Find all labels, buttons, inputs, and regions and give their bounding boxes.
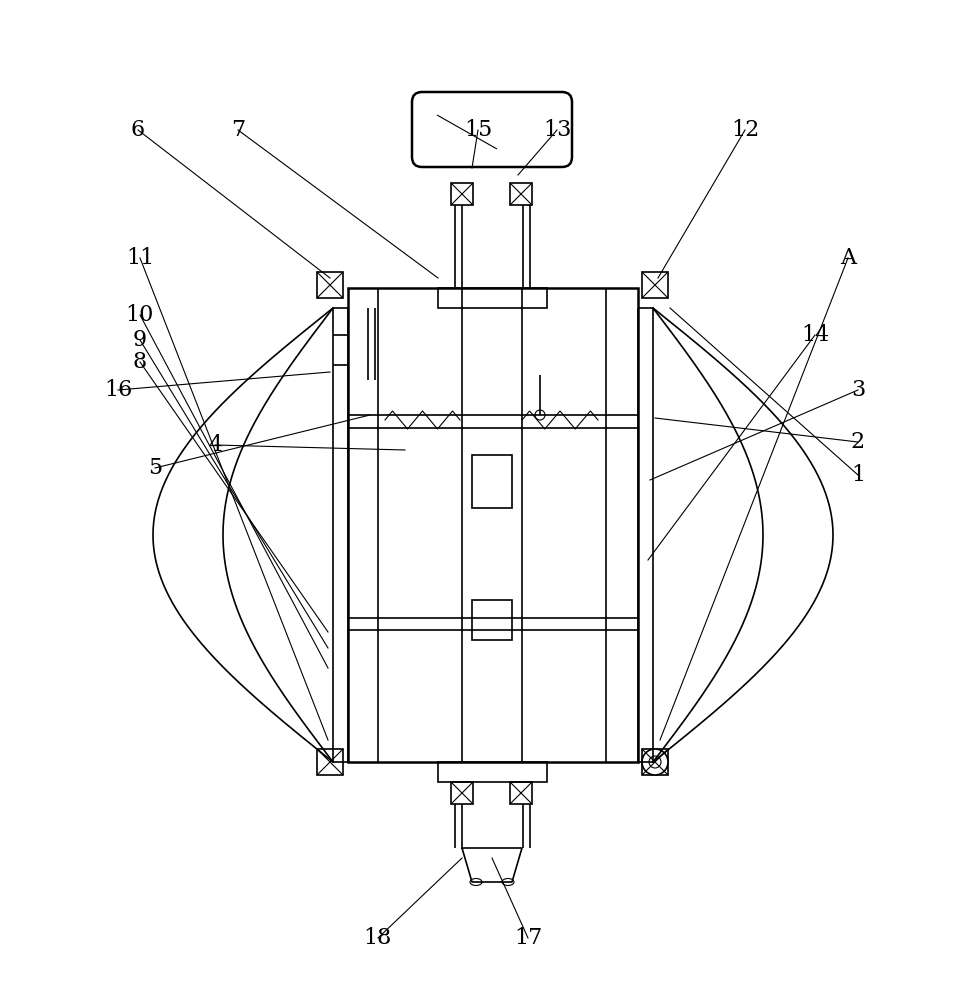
Bar: [438, 762, 547, 782]
Bar: [438, 288, 547, 308]
Text: 18: 18: [363, 927, 392, 949]
Text: 4: 4: [208, 434, 222, 456]
Bar: [317, 749, 343, 775]
Text: 12: 12: [731, 119, 759, 141]
Bar: [642, 749, 668, 775]
Text: 13: 13: [543, 119, 572, 141]
Bar: [510, 782, 532, 804]
Bar: [451, 782, 473, 804]
Bar: [317, 272, 343, 298]
Ellipse shape: [470, 879, 482, 886]
Text: 3: 3: [851, 379, 865, 401]
Bar: [472, 600, 512, 640]
Text: 5: 5: [148, 457, 162, 479]
Bar: [348, 288, 638, 762]
FancyBboxPatch shape: [412, 92, 572, 167]
Circle shape: [649, 756, 661, 768]
Text: 1: 1: [851, 464, 865, 486]
Polygon shape: [462, 848, 522, 882]
Text: 17: 17: [514, 927, 542, 949]
Bar: [472, 455, 512, 508]
Text: A: A: [840, 247, 856, 269]
Bar: [510, 183, 532, 205]
Bar: [451, 183, 473, 205]
Text: 14: 14: [801, 324, 829, 346]
Bar: [642, 272, 668, 298]
Circle shape: [642, 749, 668, 775]
Text: 16: 16: [104, 379, 132, 401]
Text: 11: 11: [126, 247, 154, 269]
Text: 10: 10: [126, 304, 154, 326]
Text: 6: 6: [131, 119, 145, 141]
Text: 9: 9: [133, 329, 148, 351]
Text: 8: 8: [133, 351, 148, 373]
Text: 2: 2: [851, 431, 865, 453]
Text: 15: 15: [464, 119, 492, 141]
Circle shape: [535, 410, 545, 420]
Ellipse shape: [502, 879, 514, 886]
Text: 7: 7: [231, 119, 245, 141]
